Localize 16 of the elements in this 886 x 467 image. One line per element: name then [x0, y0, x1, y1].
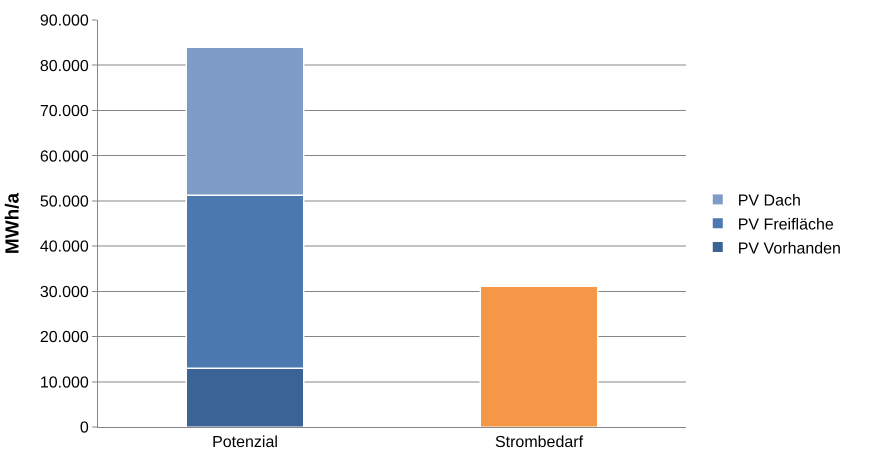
x-tick-label: Potenzial [212, 434, 278, 452]
y-tick-label: 90.000 [40, 12, 89, 30]
y-tick-label: 50.000 [40, 193, 89, 210]
y-tick-label: 60.000 [40, 148, 89, 166]
x-tick-label: Strombedarf [494, 434, 584, 452]
y-tick-label: 80.000 [40, 58, 89, 75]
y-tick-label: 0 [80, 420, 89, 437]
legend-label: PV Vorhanden [738, 240, 841, 258]
y-tick-label: 10.000 [40, 374, 89, 392]
legend-label: PV Dach [738, 192, 801, 210]
y-tick-label: 70.000 [40, 103, 89, 120]
legend-label: PV Freifläche [738, 216, 834, 234]
y-tick-label: 40.000 [40, 238, 89, 256]
y-axis-title: MWh/a [2, 192, 24, 254]
y-tick-label: 30.000 [40, 284, 89, 301]
y-tick-label: 20.000 [40, 329, 89, 346]
